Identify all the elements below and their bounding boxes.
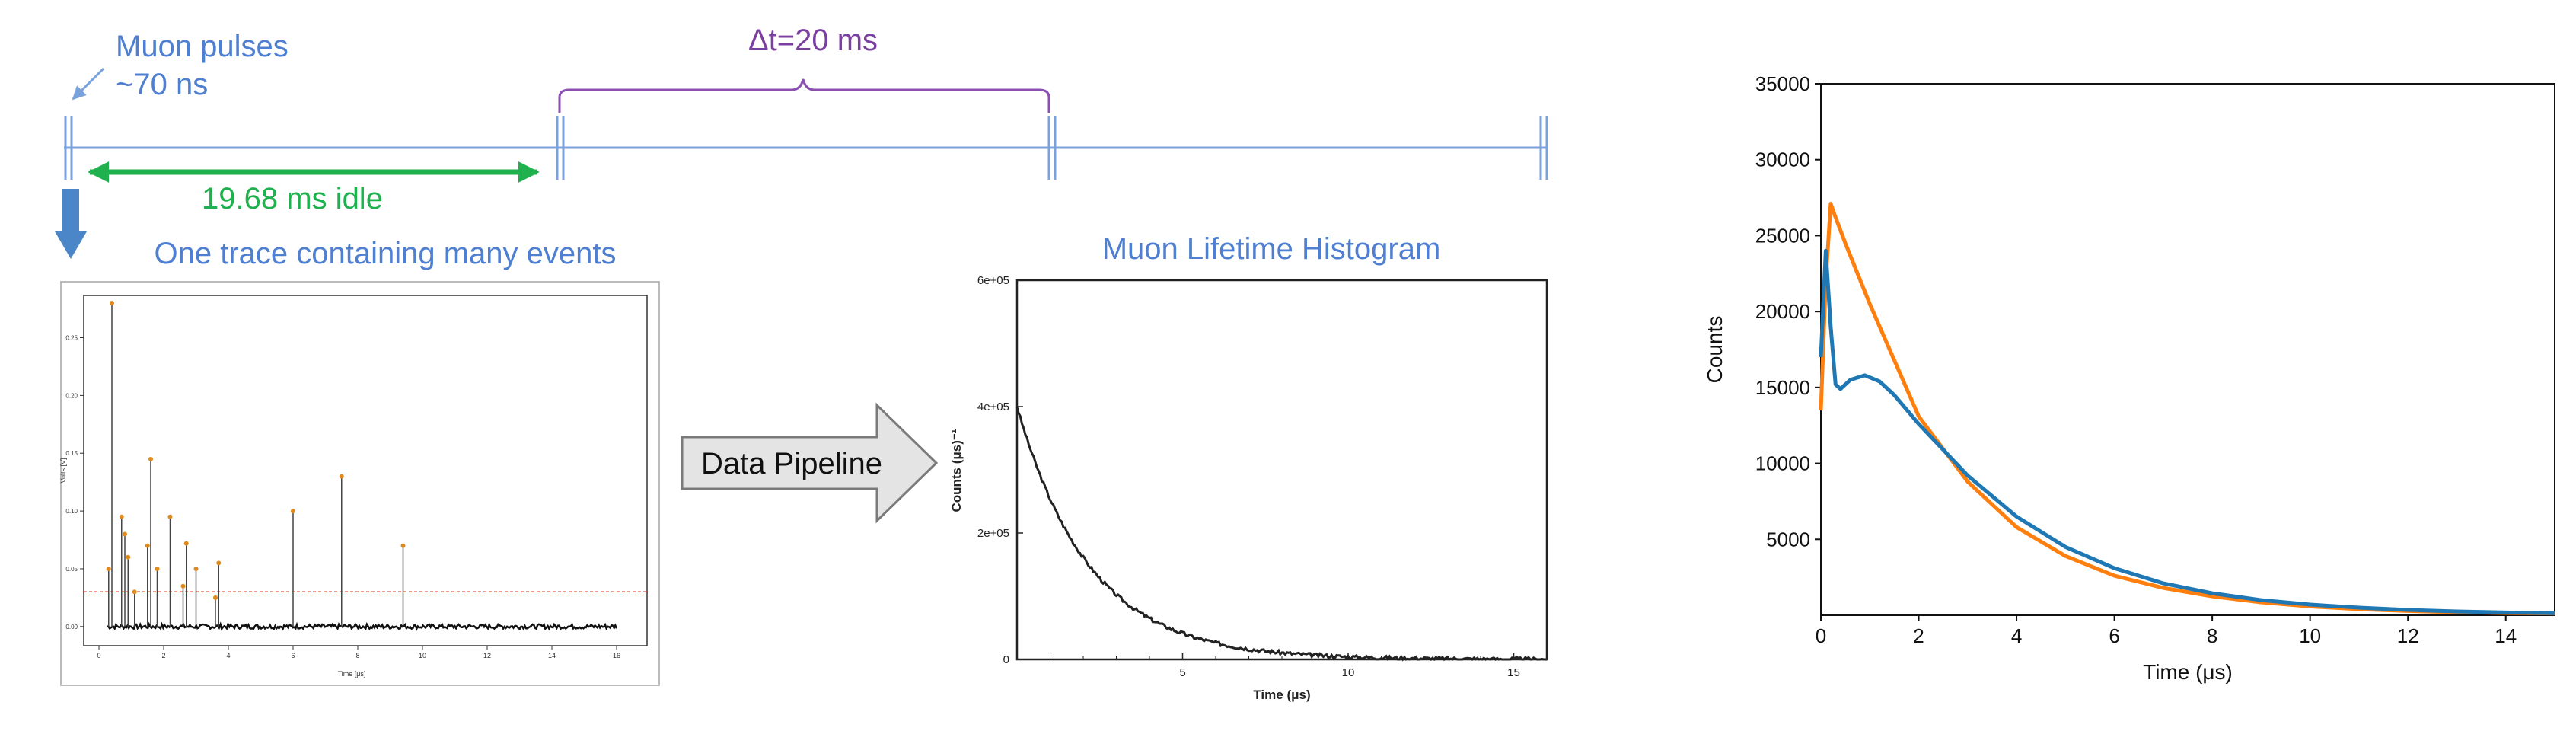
trace-xtick-label: 10	[419, 652, 426, 659]
trace-xtick-label: 8	[355, 652, 359, 659]
counts-ytick-label: 10000	[1755, 452, 1810, 475]
trace-peak-marker	[119, 514, 124, 519]
counts-ytick-label: 15000	[1755, 376, 1810, 399]
histogram-xtick-label: 5	[1179, 666, 1185, 679]
trace-peak-marker	[126, 554, 131, 560]
counts-ytick-label: 30000	[1755, 148, 1810, 171]
data-pipeline-label: Data Pipeline	[701, 447, 882, 480]
trace-xtick-label: 0	[97, 652, 100, 659]
delta-t-label: Δt=20 ms	[748, 24, 878, 57]
histogram-ytick-label: 4e+05	[977, 401, 1009, 413]
histogram-xtick-label: 10	[1342, 666, 1355, 679]
trace-peak-marker	[400, 543, 406, 548]
counts-series-orange	[1819, 202, 2555, 616]
histogram-decay-curve	[1015, 407, 1547, 662]
trace-xtick-label: 16	[613, 652, 620, 659]
histogram-chart: Muon Lifetime Histogram 5 10 15 0 2e+05 4e+05…	[949, 232, 1548, 702]
trace-peak-marker	[106, 566, 111, 571]
counts-ytick-label: 5000	[1766, 528, 1810, 551]
trace-peak-marker	[183, 541, 189, 546]
trace-ytick-label: 0.05	[65, 566, 78, 573]
trace-title: One trace containing many events	[154, 237, 616, 270]
trace-ytick-label: 0.15	[65, 450, 78, 457]
idle-label: 19.68 ms idle	[202, 182, 383, 215]
counts-xtick-label: 0	[1816, 624, 1826, 647]
timeline: Muon pulses ~70 ns Δt=20 ms 19.68 ms idl…	[55, 24, 1548, 270]
trace-peak-marker	[216, 560, 222, 566]
down-arrow	[55, 189, 87, 259]
counts-xtick-label: 12	[2397, 624, 2419, 647]
data-pipeline-arrow: Data Pipeline	[681, 402, 939, 524]
histogram-ytick-label: 6e+05	[977, 274, 1009, 287]
counts-ylabel: Counts	[1703, 316, 1726, 384]
trace-frame	[60, 281, 660, 686]
counts-xtick-label: 14	[2495, 624, 2517, 647]
trace-ylabel: Volts [V]	[59, 458, 67, 483]
counts-xtick-label: 4	[2011, 624, 2022, 647]
trace-peak-marker	[155, 566, 160, 571]
histogram-xtick-label: 15	[1507, 666, 1520, 679]
trace-peak-marker	[148, 456, 153, 461]
trace-peak-marker	[123, 531, 127, 537]
pulse-pointer-arrow	[72, 67, 105, 101]
muon-pulses-label: Muon pulses	[116, 30, 289, 63]
counts-xtick-label: 6	[2109, 624, 2119, 647]
trace-peak-marker	[145, 543, 150, 548]
trace-xtick-label: 6	[291, 652, 295, 659]
trace-peak-marker	[180, 583, 186, 589]
trace-xtick-label: 12	[483, 652, 491, 659]
trace-peak-marker	[291, 509, 295, 514]
trace-ytick-label: 0.25	[65, 335, 78, 342]
histogram-title: Muon Lifetime Histogram	[1102, 232, 1441, 266]
trace-baseline	[107, 621, 618, 631]
histogram-ylabel: Counts (μs)⁻¹	[949, 429, 964, 512]
trace-peak-marker	[132, 589, 137, 595]
trace-axes-box	[83, 295, 648, 646]
counts-ytick-label: 25000	[1755, 224, 1810, 247]
trace-xlabel: Time [μs]	[338, 670, 366, 678]
histogram-ytick-label: 0	[1003, 653, 1009, 666]
counts-axes-box	[1820, 83, 2555, 616]
counts-ytick-label: 35000	[1755, 72, 1810, 95]
trace-ytick-label: 0.20	[65, 392, 78, 399]
trace-peak-marker	[339, 474, 344, 479]
counts-xlabel: Time (μs)	[2143, 660, 2233, 684]
trace-ytick-label: 0.10	[65, 508, 78, 515]
trace-xtick-label: 14	[548, 652, 556, 659]
trace-xtick-label: 2	[161, 652, 165, 659]
pulse-markers	[64, 116, 1548, 180]
trace-chart: 0 2 4 6 8 10 12 14 16 0.00 0.05 0.10 0.15 0.20 0.25 Ti…	[59, 281, 660, 686]
histogram-axes-box	[1015, 279, 1548, 661]
histogram-xlabel: Time (μs)	[1253, 688, 1310, 702]
counts-xtick-label: 8	[2207, 624, 2217, 647]
counts-xtick-label: 2	[1913, 624, 1924, 647]
trace-xtick-label: 4	[226, 652, 230, 659]
trace-peak-marker	[167, 514, 173, 519]
pulse-width-label: ~70 ns	[116, 68, 208, 101]
counts-series-blue	[1819, 248, 2555, 615]
trace-peak-marker	[213, 595, 218, 600]
counts-xtick-label: 10	[2299, 624, 2321, 647]
delta-t-brace	[558, 78, 1050, 113]
counts-chart: 0 2 4 6 8 10 12 14 5000 10000 15000 20000 25000 30000…	[1703, 72, 2555, 684]
trace-peak-marker	[110, 301, 114, 305]
counts-ytick-label: 20000	[1755, 300, 1810, 323]
trace-ytick-label: 0.00	[65, 624, 78, 630]
histogram-ytick-label: 2e+05	[977, 527, 1009, 540]
trace-peak-marker	[193, 566, 199, 571]
